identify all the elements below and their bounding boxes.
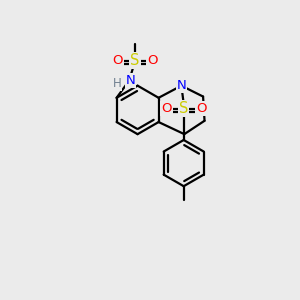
Text: N: N xyxy=(176,79,186,92)
Text: O: O xyxy=(196,102,206,115)
Text: S: S xyxy=(179,101,188,116)
Text: H: H xyxy=(113,77,122,90)
Text: S: S xyxy=(130,53,140,68)
Text: O: O xyxy=(112,54,123,67)
Text: O: O xyxy=(161,102,172,115)
Text: N: N xyxy=(126,74,135,87)
Text: O: O xyxy=(147,54,158,67)
